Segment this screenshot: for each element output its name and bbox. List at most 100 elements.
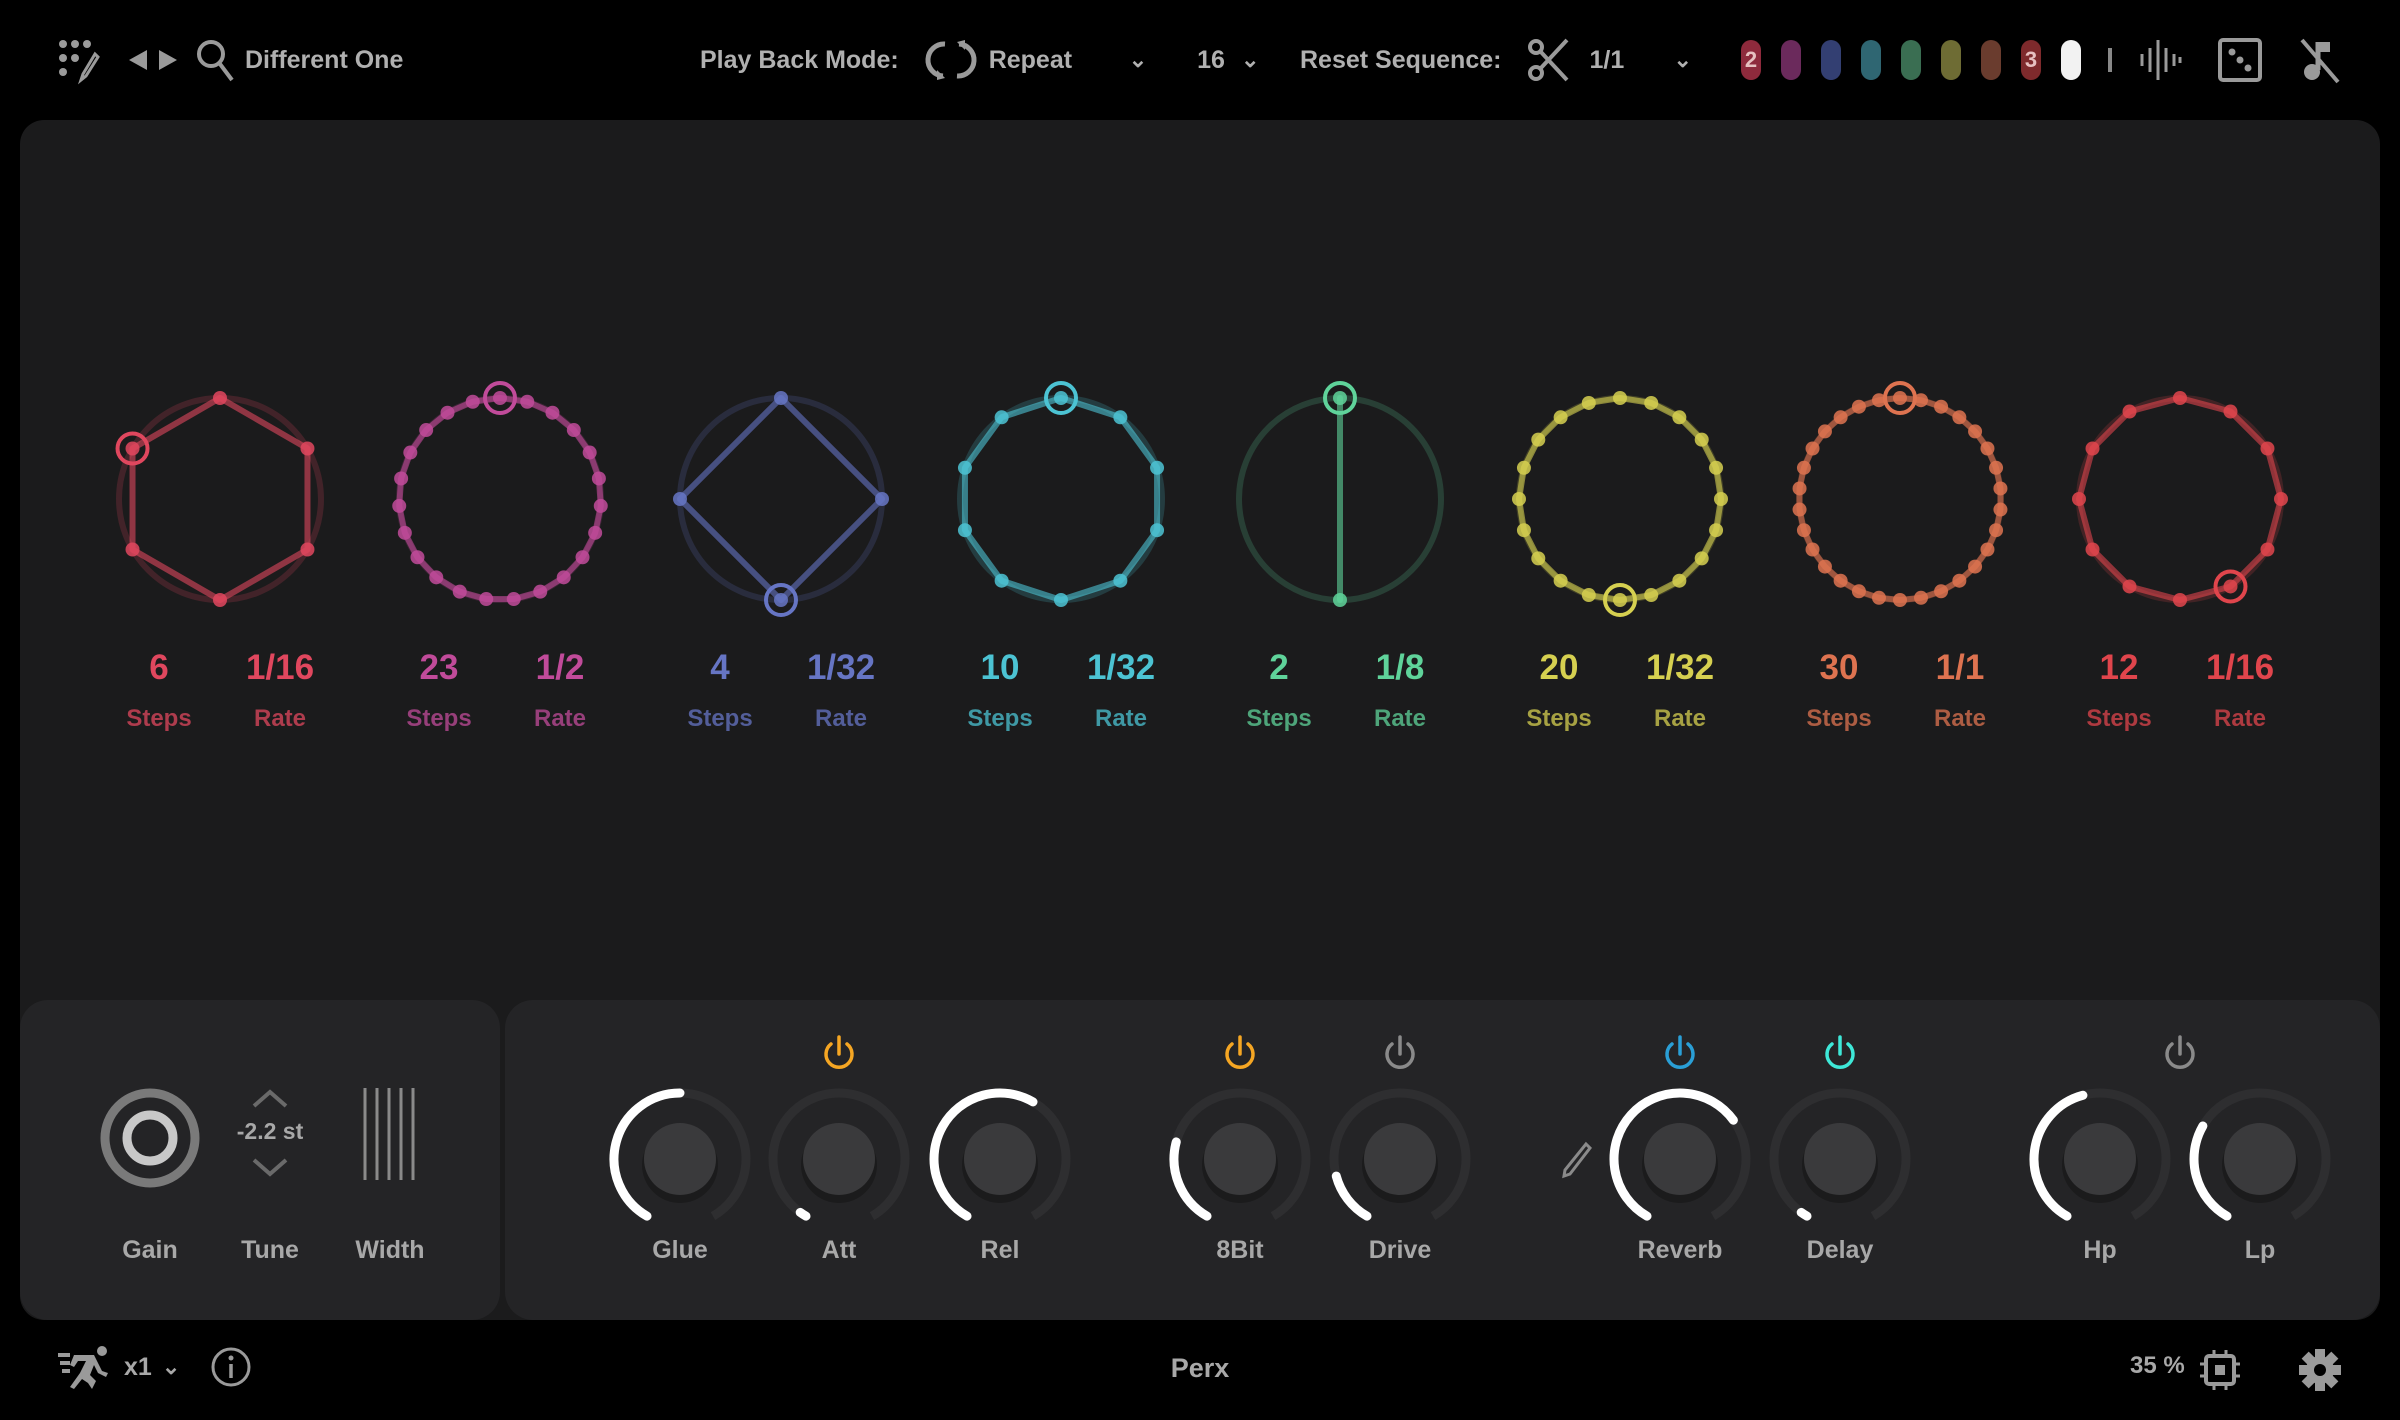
steps-value[interactable]: 10 [980,648,1020,687]
rate-value[interactable]: 1/32 [806,648,876,687]
running-man-icon[interactable] [58,1345,112,1389]
sequencer-step-dot [1805,441,1820,456]
chevron-down-icon[interactable]: ⌄ [1128,47,1148,72]
sequencer-circle[interactable] [2050,369,2310,629]
knob-glue[interactable] [600,1079,760,1239]
rate-value[interactable]: 1/16 [2205,648,2275,687]
knob-lp[interactable] [2180,1079,2340,1239]
voice-panel [20,1000,500,1320]
sequencer-step-dot [1553,410,1568,425]
rate-value[interactable]: 1/2 [535,648,585,687]
sequencer-circle[interactable] [1210,369,1470,629]
sequencer-step-dot [1792,481,1807,496]
steps-value[interactable]: 23 [419,648,459,687]
sequencer-step-dot [1805,542,1820,557]
sequencer-step-dot [1150,523,1165,538]
power-icon[interactable] [821,1034,857,1074]
grid-edit-icon[interactable] [55,38,105,85]
sequencer-circle[interactable] [651,369,911,629]
knob-track [1769,1088,1911,1221]
tune-down-icon[interactable] [250,1158,290,1178]
mute-note-icon[interactable] [2298,38,2342,84]
track-pill[interactable] [1821,40,1841,80]
chevron-down-icon[interactable]: ⌄ [161,1354,181,1379]
sequencer-step-dot [1333,593,1347,607]
sequencer-step-dot [397,525,412,540]
steps-value[interactable]: 6 [149,648,169,687]
power-icon[interactable] [1822,1034,1858,1074]
tune-value[interactable]: -2.2 st [236,1118,304,1144]
sequencer-circle[interactable] [90,369,350,629]
tune-up-icon[interactable] [250,1088,290,1108]
track-pill[interactable] [1861,40,1881,80]
knob-8bit[interactable] [1160,1079,1320,1239]
knob-rel[interactable] [920,1079,1080,1239]
sequencer-step-dot [1553,573,1568,588]
track-pill[interactable] [1981,40,2001,80]
sequencer-step-dot [2122,579,2137,594]
power-icon[interactable] [1222,1034,1258,1074]
pencil-icon[interactable] [1562,1141,1592,1179]
preset-name[interactable]: Different One [245,45,404,74]
sequencer-circle[interactable] [1770,369,2030,629]
sequencer-playhead [1323,381,1357,415]
track-pill[interactable] [1941,40,1961,80]
length-select[interactable]: 16 [1197,45,1225,74]
divider [2108,48,2112,72]
chevron-down-icon[interactable]: ⌄ [1240,47,1260,72]
sequencer-step-dot [1833,410,1848,425]
knob-reverb[interactable] [1600,1079,1760,1239]
track-pill[interactable]: 3 [2021,40,2041,80]
search-icon[interactable] [195,38,235,82]
sequencer-step-dot [1989,460,2004,475]
steps-value[interactable]: 2 [1269,648,1289,687]
dice-icon[interactable] [2218,38,2262,82]
scissors-icon[interactable] [1527,38,1571,82]
gain-knob[interactable] [100,1088,200,1188]
steps-value[interactable]: 20 [1539,648,1579,687]
playback-select[interactable]: Repeat [988,45,1073,74]
power-icon[interactable] [1382,1034,1418,1074]
sequencer-playhead [1603,583,1637,617]
waveform-icon[interactable] [2138,38,2182,82]
track-pill[interactable] [1901,40,1921,80]
track-pill[interactable]: 2 [1741,40,1761,80]
power-icon[interactable] [2162,1034,2198,1074]
track-pill[interactable] [2061,40,2081,80]
reset-select[interactable]: 1/1 [1589,45,1625,74]
sequencer-step-dot [300,542,315,557]
sequencer-step-dot [1993,502,2008,517]
rate-value[interactable]: 1/8 [1375,648,1425,687]
sequencer-circle[interactable] [931,369,1191,629]
steps-value[interactable]: 30 [1819,648,1859,687]
steps-value[interactable]: 12 [2099,648,2139,687]
rate-value[interactable]: 1/32 [1645,648,1715,687]
width-control[interactable] [362,1088,418,1180]
sequencer-circle[interactable] [1490,369,1750,629]
rate-value[interactable]: 1/32 [1086,648,1156,687]
repeat-icon[interactable] [925,38,977,82]
rate-value[interactable]: 1/1 [1935,648,1985,687]
sequencer-step-dot [1113,410,1128,425]
info-icon[interactable] [210,1346,252,1388]
speed-select[interactable]: x1 [124,1352,152,1381]
knob-label: 8Bit [1216,1236,1264,1264]
sequencer-step-dot [1150,460,1165,475]
sequencer-step-dot [419,423,434,438]
settings-gear-icon[interactable] [2298,1348,2342,1392]
rate-value[interactable]: 1/16 [245,648,315,687]
steps-value[interactable]: 4 [710,648,730,687]
knob-drive[interactable] [1320,1079,1480,1239]
knob-hp[interactable] [2020,1079,2180,1239]
sequencer-step-dot [582,445,597,460]
sequencer-step-dot [2085,441,2100,456]
power-icon[interactable] [1662,1034,1698,1074]
sequencer-step-dot [1054,593,1068,607]
knob-delay[interactable] [1760,1079,1920,1239]
chevron-down-icon[interactable]: ⌄ [1673,47,1692,72]
sequencer-circle[interactable] [370,369,630,629]
knob-att[interactable] [759,1079,919,1239]
track-pill[interactable] [1781,40,1801,80]
prev-next-icon[interactable] [127,48,179,72]
gain-label: Gain [122,1236,178,1264]
